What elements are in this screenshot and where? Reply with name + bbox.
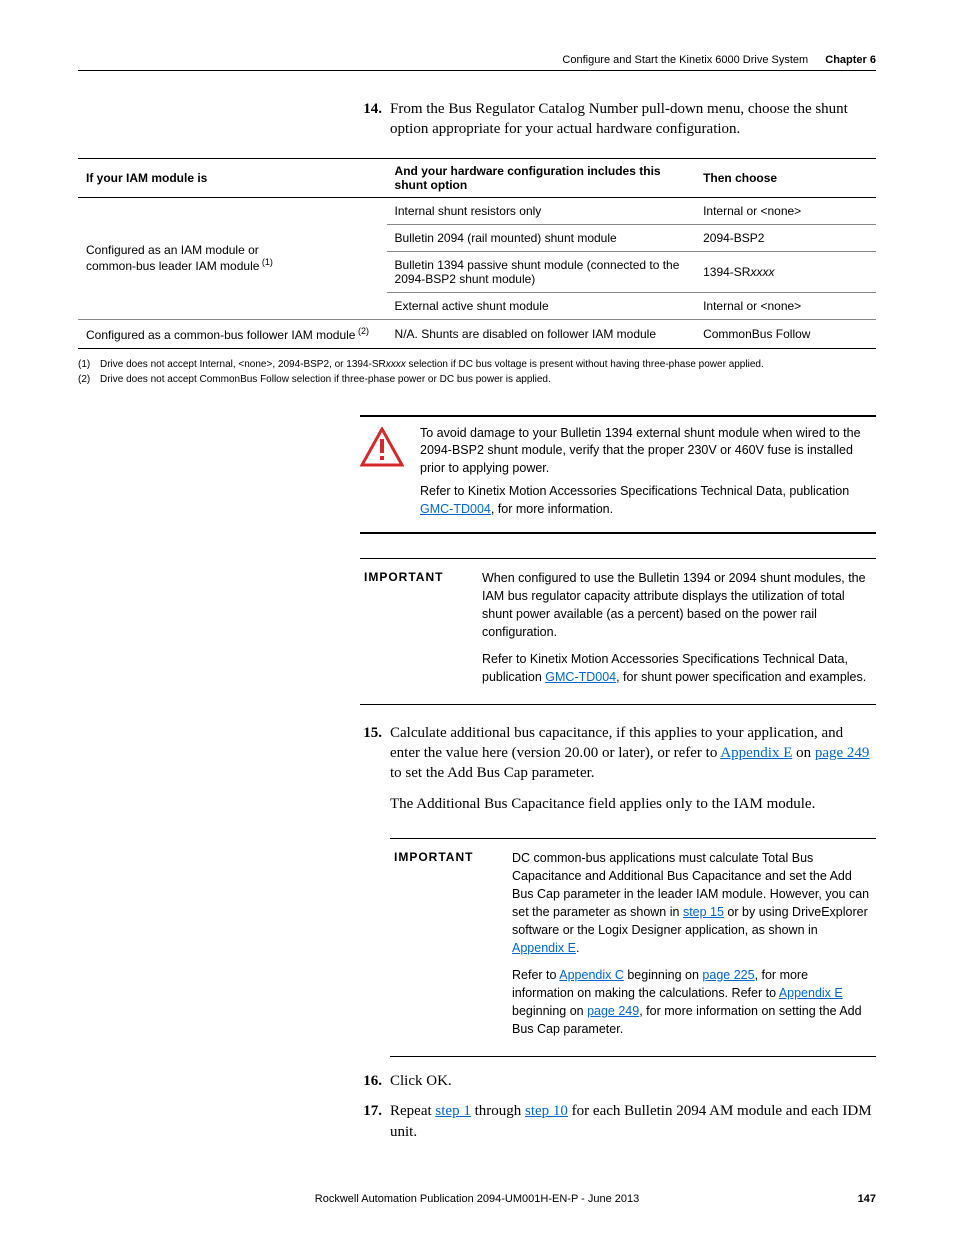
appendix-c-link[interactable]: Appendix C xyxy=(559,968,624,982)
footnote-text: Drive does not accept CommonBus Follow s… xyxy=(100,372,551,387)
step-text: Repeat step 1 through step 10 for each B… xyxy=(390,1101,876,1142)
attention-p2: Refer to Kinetix Motion Accessories Spec… xyxy=(420,483,876,518)
header-chapter: Chapter 6 xyxy=(825,54,876,66)
footnote: (2) Drive does not accept CommonBus Foll… xyxy=(78,372,876,387)
table-cell: N/A. Shunts are disabled on follower IAM… xyxy=(387,319,696,348)
table-header: Then choose xyxy=(695,158,876,197)
footer-publication: Rockwell Automation Publication 2094-UM0… xyxy=(315,1193,639,1205)
step-text: Click OK. xyxy=(390,1071,876,1091)
important-p2: Refer to Kinetix Motion Accessories Spec… xyxy=(482,650,872,686)
step-16: 16. Click OK. xyxy=(360,1071,876,1091)
table-header-row: If your IAM module is And your hardware … xyxy=(78,158,876,197)
cell-sup: (2) xyxy=(355,326,369,336)
table-cell: Internal or <none> xyxy=(695,292,876,319)
step-number: 17. xyxy=(360,1101,390,1142)
table-cell: 2094-BSP2 xyxy=(695,224,876,251)
step-text: Calculate additional bus capacitance, if… xyxy=(390,723,876,784)
attention-icon xyxy=(360,425,406,525)
cell-text: 1394-SR xyxy=(703,265,750,279)
attention-box: To avoid damage to your Bulletin 1394 ex… xyxy=(360,415,876,535)
table-header: And your hardware configuration includes… xyxy=(387,158,696,197)
important-box-1: IMPORTANT When configured to use the Bul… xyxy=(360,558,876,705)
table-footnotes: (1) Drive does not accept Internal, <non… xyxy=(78,357,876,387)
gmc-td004-link[interactable]: GMC-TD004 xyxy=(420,502,491,516)
important-p1: DC common-bus applications must calculat… xyxy=(512,849,872,958)
step-17: 17. Repeat step 1 through step 10 for ea… xyxy=(360,1101,876,1142)
table-cell: Internal or <none> xyxy=(695,197,876,224)
step-body: From the Bus Regulator Catalog Number pu… xyxy=(390,99,876,140)
cell-text-italic: xxxx xyxy=(750,265,774,279)
page-249-link[interactable]: page 249 xyxy=(815,745,870,761)
step-text: From the Bus Regulator Catalog Number pu… xyxy=(390,99,876,140)
table-cell: Bulletin 2094 (rail mounted) shunt modul… xyxy=(387,224,696,251)
footnote-text: Drive does not accept Internal, <none>, … xyxy=(100,357,764,372)
table-cell: Configured as an IAM module or common-bu… xyxy=(78,197,387,319)
important-p1: When configured to use the Bulletin 1394… xyxy=(482,569,872,642)
header-title: Configure and Start the Kinetix 6000 Dri… xyxy=(562,54,808,66)
step-number: 14. xyxy=(360,99,390,140)
gmc-td004-link[interactable]: GMC-TD004 xyxy=(545,670,616,684)
step-number: 16. xyxy=(360,1071,390,1091)
table-header: If your IAM module is xyxy=(78,158,387,197)
step-text: The Additional Bus Capacitance field app… xyxy=(390,794,876,814)
important-box-2: IMPORTANT DC common-bus applications mus… xyxy=(390,838,876,1057)
table-cell: Configured as a common-bus follower IAM … xyxy=(78,319,387,348)
step-number: 15. xyxy=(360,723,390,814)
step-body: Click OK. xyxy=(390,1071,876,1091)
important-label: IMPORTANT xyxy=(364,569,464,694)
step-15: 15. Calculate additional bus capacitance… xyxy=(360,723,876,814)
page-249-link[interactable]: page 249 xyxy=(587,1004,639,1018)
table-row: Configured as a common-bus follower IAM … xyxy=(78,319,876,348)
footnote-num: (1) xyxy=(78,357,100,372)
table-cell: External active shunt module xyxy=(387,292,696,319)
important-text: When configured to use the Bulletin 1394… xyxy=(482,569,872,694)
page-footer: Rockwell Automation Publication 2094-UM0… xyxy=(78,1193,876,1205)
shunt-table: If your IAM module is And your hardware … xyxy=(78,158,876,349)
attention-p1: To avoid damage to your Bulletin 1394 ex… xyxy=(420,425,876,478)
cell-text: common-bus leader IAM module xyxy=(86,259,259,273)
table-row: Configured as an IAM module or common-bu… xyxy=(78,197,876,224)
page-225-link[interactable]: page 225 xyxy=(702,968,754,982)
table-cell: Bulletin 1394 passive shunt module (conn… xyxy=(387,251,696,292)
page-header: Configure and Start the Kinetix 6000 Dri… xyxy=(78,54,876,66)
important-label: IMPORTANT xyxy=(394,849,494,1046)
step-1-link[interactable]: step 1 xyxy=(435,1103,470,1119)
header-rule xyxy=(78,70,876,71)
footer-page-number: 147 xyxy=(858,1193,876,1205)
step-14: 14. From the Bus Regulator Catalog Numbe… xyxy=(360,99,876,140)
table-cell: CommonBus Follow xyxy=(695,319,876,348)
important-text: DC common-bus applications must calculat… xyxy=(512,849,872,1046)
cell-text: Configured as an IAM module or xyxy=(86,243,259,257)
step-body: Calculate additional bus capacitance, if… xyxy=(390,723,876,814)
important-p2: Refer to Appendix C beginning on page 22… xyxy=(512,966,872,1039)
step-body: Repeat step 1 through step 10 for each B… xyxy=(390,1101,876,1142)
footnote-num: (2) xyxy=(78,372,100,387)
attention-text: To avoid damage to your Bulletin 1394 ex… xyxy=(420,425,876,525)
footnote: (1) Drive does not accept Internal, <non… xyxy=(78,357,876,372)
table-cell: Internal shunt resistors only xyxy=(387,197,696,224)
cell-text: Configured as a common-bus follower IAM … xyxy=(86,328,355,342)
appendix-e-link[interactable]: Appendix E xyxy=(512,941,576,955)
table-cell: 1394-SRxxxx xyxy=(695,251,876,292)
cell-sup: (1) xyxy=(259,257,273,267)
step-15-link[interactable]: step 15 xyxy=(683,905,724,919)
step-10-link[interactable]: step 10 xyxy=(525,1103,568,1119)
appendix-e-link[interactable]: Appendix E xyxy=(720,745,792,761)
appendix-e-link[interactable]: Appendix E xyxy=(779,986,843,1000)
